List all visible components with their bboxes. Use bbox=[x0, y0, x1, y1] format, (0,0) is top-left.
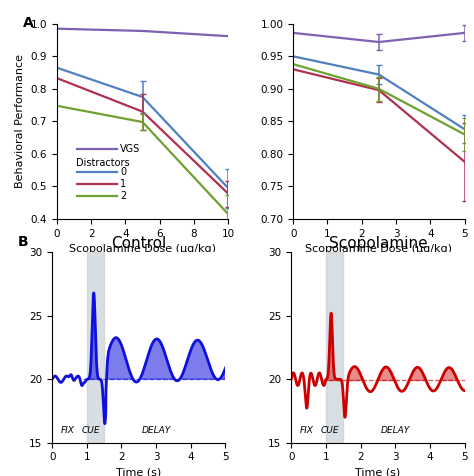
Text: Distractors: Distractors bbox=[76, 158, 129, 168]
X-axis label: Scopolamine Dose (μg/kg): Scopolamine Dose (μg/kg) bbox=[69, 244, 216, 254]
Text: VGS: VGS bbox=[120, 144, 140, 154]
Text: B: B bbox=[18, 235, 28, 249]
Text: 0: 0 bbox=[120, 167, 127, 177]
Text: 1: 1 bbox=[120, 179, 127, 189]
Text: A: A bbox=[23, 16, 33, 30]
Y-axis label: Behavioral Performance: Behavioral Performance bbox=[15, 54, 25, 188]
Text: FIX: FIX bbox=[61, 426, 75, 435]
Title: Control: Control bbox=[111, 236, 166, 251]
Text: DELAY: DELAY bbox=[381, 426, 410, 435]
X-axis label: Scopolamine Dose (μg/kg): Scopolamine Dose (μg/kg) bbox=[305, 244, 452, 254]
Text: FIX: FIX bbox=[300, 426, 314, 435]
X-axis label: Time (s): Time (s) bbox=[355, 468, 401, 476]
Text: CUE: CUE bbox=[82, 426, 100, 435]
Text: DELAY: DELAY bbox=[141, 426, 171, 435]
Title: Scopolamine: Scopolamine bbox=[328, 236, 427, 251]
Bar bbox=[87, 252, 104, 443]
Text: CUE: CUE bbox=[321, 426, 340, 435]
Bar bbox=[326, 252, 343, 443]
Text: 2: 2 bbox=[120, 191, 127, 201]
X-axis label: Time (s): Time (s) bbox=[116, 468, 162, 476]
